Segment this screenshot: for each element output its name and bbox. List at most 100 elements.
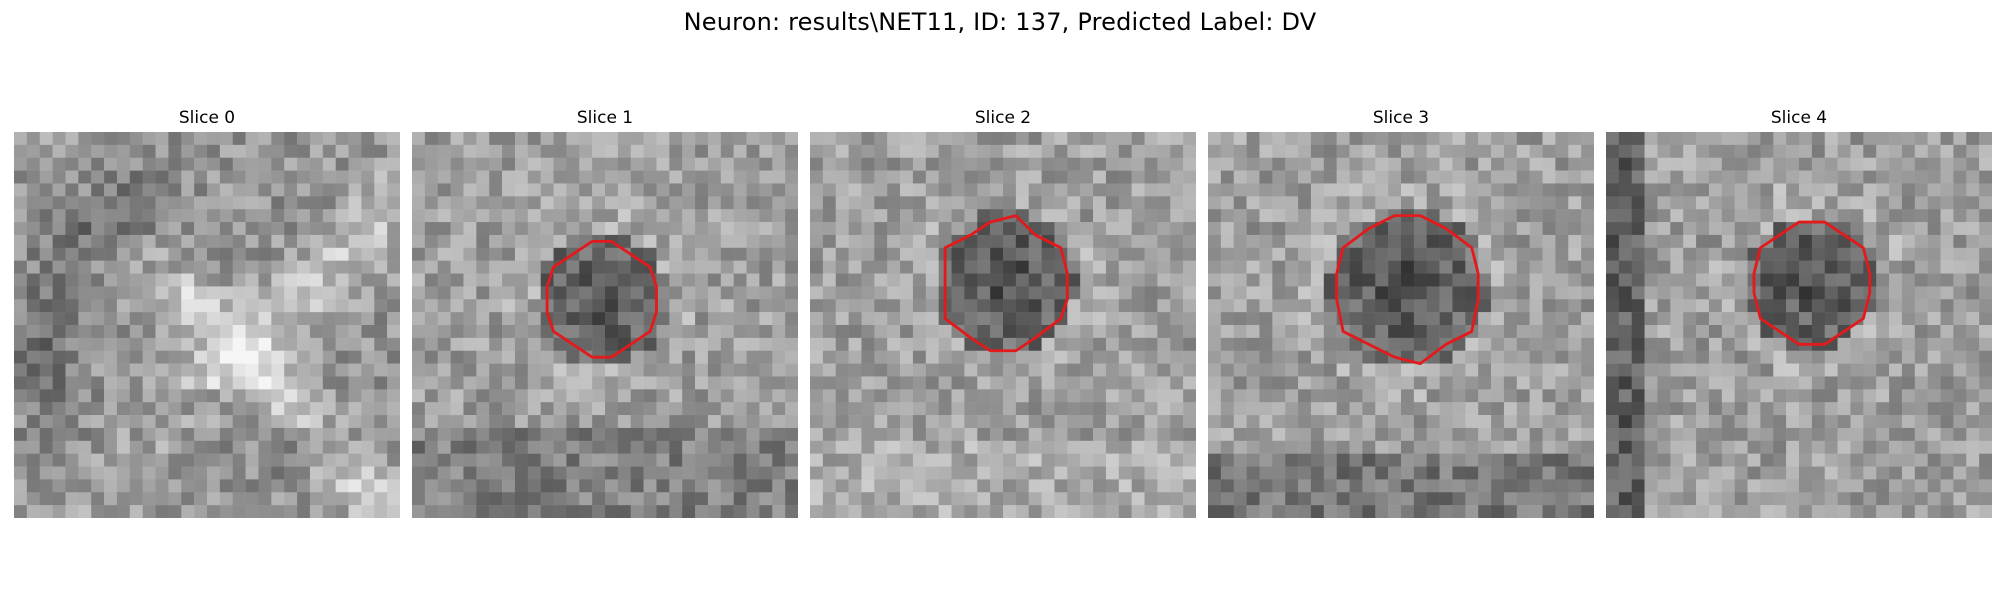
image-pixel (1542, 234, 1556, 249)
image-pixel (502, 427, 516, 442)
image-pixel (1953, 183, 1967, 197)
image-pixel (1850, 157, 1864, 171)
image-pixel (1927, 157, 1941, 171)
image-pixel (1105, 466, 1120, 480)
image-pixel (1606, 273, 1620, 287)
image-pixel (1914, 234, 1928, 249)
image-pixel (1028, 492, 1042, 506)
image-pixel (1631, 222, 1645, 236)
image-pixel (207, 376, 221, 390)
image-pixel (1426, 299, 1440, 313)
image-pixel (1683, 273, 1697, 287)
image-pixel (39, 132, 53, 146)
image-pixel (1555, 350, 1569, 364)
image-pixel (232, 286, 246, 300)
image-pixel (412, 132, 426, 146)
image-pixel (1105, 415, 1120, 429)
image-pixel (900, 466, 914, 480)
image-pixel (1452, 260, 1466, 274)
image-pixel (437, 350, 451, 364)
image-pixel (1631, 157, 1645, 171)
image-pixel (1966, 363, 1980, 377)
image-pixel (1734, 273, 1748, 287)
image-pixel (142, 170, 156, 184)
image-pixel (1979, 273, 1992, 287)
image-pixel (1298, 222, 1312, 236)
image-pixel (1811, 402, 1825, 416)
image-pixel (695, 312, 709, 326)
image-pixel (656, 196, 670, 210)
image-pixel (1003, 363, 1017, 377)
image-pixel (245, 350, 259, 364)
image-pixel (1811, 286, 1825, 300)
image-pixel (129, 132, 143, 146)
image-pixel (964, 183, 978, 197)
image-pixel (322, 479, 336, 493)
image-pixel (450, 479, 464, 493)
image-pixel (450, 247, 464, 261)
image-pixel (1657, 402, 1671, 416)
image-pixel (142, 402, 156, 416)
image-pixel (990, 479, 1004, 493)
image-pixel (1080, 427, 1094, 442)
image-pixel (361, 479, 375, 493)
image-pixel (424, 505, 438, 518)
image-pixel (1439, 325, 1453, 339)
image-pixel (387, 479, 400, 493)
image-pixel (374, 247, 388, 261)
image-pixel (1426, 427, 1440, 442)
image-pixel (155, 325, 169, 339)
image-pixel (527, 325, 541, 339)
image-pixel (1606, 260, 1620, 274)
image-pixel (1670, 363, 1684, 377)
image-pixel (1799, 183, 1813, 197)
image-pixel (977, 466, 991, 480)
image-pixel (514, 196, 529, 210)
image-pixel (155, 312, 169, 326)
image-pixel (682, 363, 696, 377)
image-pixel (656, 453, 670, 467)
image-pixel (1426, 132, 1440, 146)
image-pixel (1786, 247, 1800, 261)
image-pixel (437, 415, 451, 429)
image-pixel (1824, 350, 1838, 364)
image-pixel (1670, 273, 1684, 287)
image-pixel (1388, 466, 1402, 480)
image-pixel (617, 286, 631, 300)
image-pixel (1914, 299, 1928, 313)
image-pixel (1979, 402, 1992, 416)
image-pixel (1452, 144, 1466, 158)
image-pixel (412, 286, 426, 300)
image-pixel (887, 196, 901, 210)
image-pixel (1259, 273, 1273, 287)
image-pixel (566, 492, 580, 506)
image-pixel (142, 440, 156, 454)
image-pixel (348, 402, 362, 416)
image-pixel (155, 286, 169, 300)
image-pixel (1503, 209, 1518, 223)
image-pixel (1618, 144, 1632, 158)
image-pixel (1413, 183, 1427, 197)
image-pixel (759, 350, 773, 364)
image-pixel (1323, 299, 1337, 313)
image-pixel (387, 157, 400, 171)
image-pixel (424, 286, 438, 300)
image-pixel (964, 260, 978, 274)
image-pixel (91, 247, 105, 261)
image-pixel (772, 273, 786, 287)
image-pixel (1246, 427, 1260, 442)
image-pixel (746, 196, 760, 210)
image-pixel (1747, 402, 1761, 416)
image-pixel (297, 466, 311, 480)
image-pixel (476, 183, 490, 197)
image-pixel (463, 363, 477, 377)
image-pixel (1760, 402, 1774, 416)
image-pixel (309, 312, 324, 326)
image-pixel (348, 247, 362, 261)
image-pixel (990, 132, 1004, 146)
image-pixel (348, 350, 362, 364)
image-pixel (1606, 389, 1620, 403)
image-pixel (1708, 389, 1723, 403)
image-pixel (258, 234, 272, 249)
image-pixel (1786, 350, 1800, 364)
